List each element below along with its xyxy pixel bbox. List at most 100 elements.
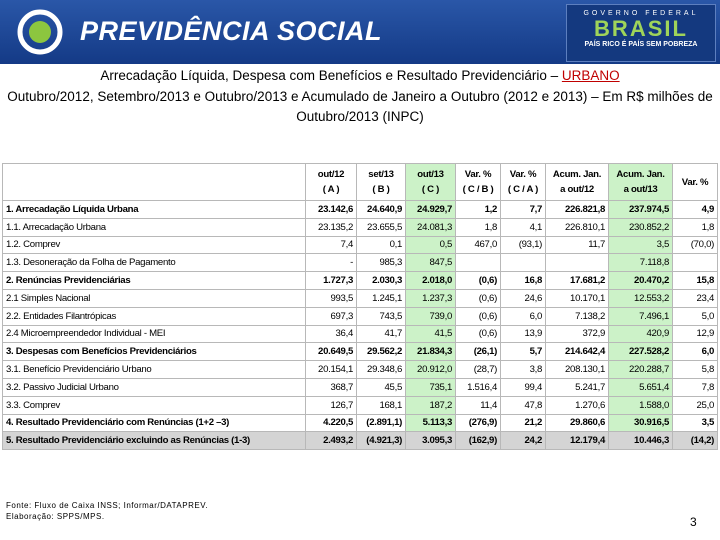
cell: 15,8 — [672, 271, 718, 290]
cell: 2.030,3 — [356, 271, 406, 290]
cell: 99,4 — [500, 377, 546, 397]
cell: 23.135,2 — [305, 217, 357, 237]
cell: 6,0 — [500, 306, 546, 326]
cell: (276,9) — [455, 413, 501, 433]
cell: 739,0 — [405, 306, 456, 326]
header-text: set/13 — [368, 169, 394, 180]
header-cell: Acum. Jan. a out/12 — [545, 163, 609, 201]
cell: 1,8 — [672, 217, 718, 237]
cell: 3,5 — [672, 413, 718, 433]
cell: 5,7 — [500, 342, 546, 362]
row-label: 1.3. Desoneração da Folha de Pagamento — [2, 253, 306, 273]
country: BRASIL — [594, 16, 688, 41]
cell: 7.138,2 — [545, 306, 609, 326]
row: 3. Despesas com Benefícios Previdenciári… — [2, 342, 718, 362]
cell: (0,6) — [455, 306, 501, 326]
cell: 20.154,1 — [305, 360, 357, 379]
row: 1.1. Arrecadação Urbana 23.135,2 23.655,5 2… — [2, 217, 718, 237]
header-text: Acum. Jan. — [552, 169, 602, 180]
cell: 41,5 — [405, 324, 456, 344]
cell: 1,2 — [455, 200, 501, 219]
cell: 735,1 — [405, 377, 456, 397]
cell: 208.130,1 — [545, 360, 609, 379]
cell: 12.553,2 — [608, 288, 673, 308]
row: 1.3. Desoneração da Folha de Pagamento -9… — [2, 253, 718, 273]
cell: (14,2) — [672, 431, 718, 451]
cell: 7,4 — [305, 235, 357, 255]
cell: (162,9) — [455, 431, 501, 451]
cell: 4.220,5 — [305, 413, 357, 433]
slogan: PAÍS RICO É PAÍS SEM POBREZA — [584, 41, 698, 48]
cell: 5,8 — [672, 360, 718, 379]
footer: Fonte: Fluxo de Caixa INSS; Informar/DAT… — [6, 500, 208, 522]
cell: 226.810,1 — [545, 217, 609, 237]
cell: 1.588,0 — [608, 395, 673, 415]
cell: 3.095,3 — [405, 431, 456, 451]
cell: (2.891,1) — [356, 413, 406, 433]
cell: 20.470,2 — [608, 271, 673, 290]
header-cell: out/13 ( C ) — [405, 163, 456, 201]
cell: 2.018,0 — [405, 271, 456, 290]
cell: 0,5 — [405, 235, 456, 255]
cell: 5.241,7 — [545, 377, 609, 397]
row-label: 5. Resultado Previdenciário excluindo as… — [2, 431, 306, 451]
row-label: 1.2. Comprev — [2, 235, 306, 255]
cell: 5.113,3 — [405, 413, 456, 433]
cell: 45,5 — [356, 377, 406, 397]
row: 4. Resultado Previdenciário com Renúncia… — [2, 413, 718, 433]
cell: 985,3 — [356, 253, 406, 273]
cell: - — [305, 253, 357, 273]
cell — [672, 253, 718, 273]
cell: 237.974,5 — [608, 200, 673, 219]
header-cell: out/12 ( A ) — [305, 163, 357, 201]
row-label: 3. Despesas com Benefícios Previdenciári… — [2, 342, 306, 362]
cell: 17.681,2 — [545, 271, 609, 290]
row: 2.1 Simples Nacional 993,5 1.245,1 1.237,3(… — [2, 288, 718, 308]
cell: 5,0 — [672, 306, 718, 326]
cell: 29.860,6 — [545, 413, 609, 433]
cell: 1.516,4 — [455, 377, 501, 397]
title-main: Arrecadação Líquida, Despesa com Benefíc… — [100, 68, 562, 83]
title-highlight: URBANO — [561, 68, 620, 83]
cell: 13,9 — [500, 324, 546, 344]
cell: 12,9 — [672, 324, 718, 344]
row-label: 3.1. Benefício Previdenciário Urbano — [2, 360, 306, 379]
cell: 2.493,2 — [305, 431, 357, 451]
cell: 23.655,5 — [356, 217, 406, 237]
cell: 20.912,0 — [405, 360, 456, 379]
cell: 1.270,6 — [545, 395, 609, 415]
header-text: Acum. Jan. — [616, 169, 665, 180]
header-text: ( B ) — [372, 184, 390, 195]
gov-logo: GOVERNO FEDERAL BRASIL PAÍS RICO É PAÍS … — [566, 4, 716, 62]
cell: 3,5 — [608, 235, 673, 255]
cell: 11,4 — [455, 395, 501, 415]
cell: 168,1 — [356, 395, 406, 415]
cell: 126,7 — [305, 395, 357, 415]
header-text: Var. % — [509, 169, 537, 180]
cell: 16,8 — [500, 271, 546, 290]
row-label: 2.2. Entidades Filantrópicas — [2, 306, 306, 326]
row: 2.4 Microempreendedor Individual - MEI 36… — [2, 324, 718, 344]
row-label: 2.1 Simples Nacional — [2, 288, 306, 308]
header-cell: Var. % — [672, 163, 718, 201]
cell: 993,5 — [305, 288, 357, 308]
data-table: out/12 ( A ) set/13 ( B ) out/13 ( C ) Var. % (… — [2, 163, 718, 451]
cell: 12.179,4 — [545, 431, 609, 451]
header-row: out/12 ( A ) set/13 ( B ) out/13 ( C ) Var. % (… — [2, 163, 718, 201]
cell: 36,4 — [305, 324, 357, 344]
header-text: Var. % — [464, 169, 492, 180]
cell — [500, 253, 546, 273]
row-label: 2. Renúncias Previdenciárias — [2, 271, 306, 290]
cell: (93,1) — [500, 235, 546, 255]
cell: 420,9 — [608, 324, 673, 344]
cell: 187,2 — [405, 395, 456, 415]
cell: 23,4 — [672, 288, 718, 308]
cell: 30.916,5 — [608, 413, 673, 433]
cell: 220.288,7 — [608, 360, 673, 379]
cell: 7,8 — [672, 377, 718, 397]
cell: 4,1 — [500, 217, 546, 237]
cell: (0,6) — [455, 324, 501, 344]
cell: 6,0 — [672, 342, 718, 362]
cell: 227.528,2 — [608, 342, 673, 362]
